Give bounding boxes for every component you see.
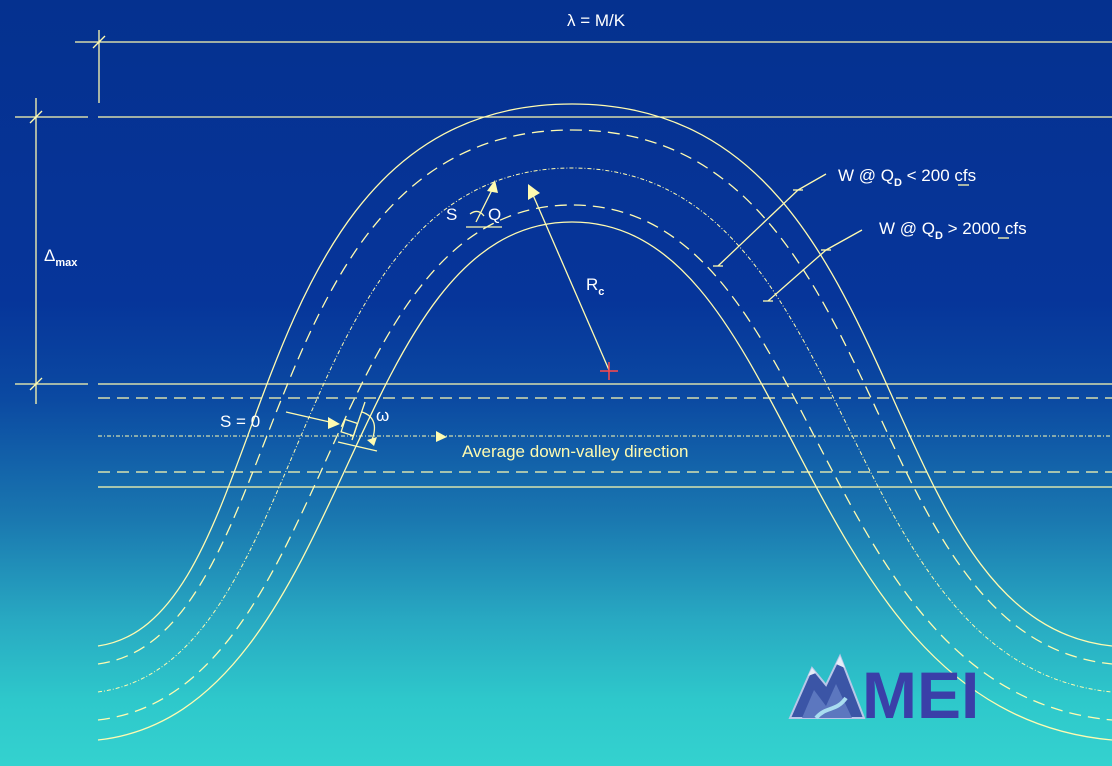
- wavelength-tick: [92, 35, 106, 49]
- s-zero-arrow-line: [285, 411, 335, 424]
- width-low-label: W @ QD < 200 cfs: [838, 166, 976, 189]
- width-high-label: W @ QD > 2000 cfs: [879, 219, 1027, 242]
- inner-bank-curve: [97, 221, 1112, 741]
- outer-dash-curve: [97, 129, 1112, 665]
- down-valley-label: Average down-valley direction: [462, 442, 688, 461]
- s-zero-label: S = 0: [220, 412, 260, 431]
- width-low-line: [717, 189, 799, 267]
- amplitude-tick-bottom: [29, 377, 43, 391]
- amplitude-tick-top: [29, 110, 43, 124]
- wavelength-label: λ = M/K: [567, 11, 626, 30]
- inner-dash-curve: [97, 204, 1112, 721]
- width-high-leader: [825, 229, 863, 251]
- meander-channel: [97, 103, 1112, 741]
- outer-bank-curve: [97, 103, 1112, 647]
- omega-arc-arrowhead: [367, 437, 377, 446]
- sq-s-label: S: [446, 205, 457, 224]
- cross-section-line: [337, 441, 378, 452]
- sq-arrow-line: [475, 185, 495, 223]
- mountain-river-logo-icon: [788, 653, 866, 720]
- radius-of-curvature: [528, 184, 618, 380]
- mei-logo: MEI: [788, 653, 979, 732]
- sq-arrowhead: [487, 180, 498, 193]
- amplitude-label: Δmax: [44, 246, 78, 269]
- s-zero-arrowhead: [328, 417, 340, 429]
- radius-line: [532, 194, 610, 371]
- omega-arc: [361, 411, 376, 441]
- labels: λ = M/K Δmax W @ QD < 200 cfs W @ QD > 2…: [44, 11, 1027, 461]
- down-valley-arrow-icon: [436, 431, 447, 442]
- omega-label: ω: [376, 406, 389, 425]
- sq-q-label: Q: [488, 205, 501, 224]
- inflection-indicator: [285, 401, 378, 452]
- radius-label: Rc: [586, 275, 604, 298]
- sinuosity-angle-indicator: [466, 180, 502, 228]
- width-high-line: [767, 249, 827, 302]
- width-low-leader: [797, 173, 827, 191]
- width-measurements: [713, 173, 863, 302]
- mei-logo-text: MEI: [862, 658, 979, 732]
- dimension-lines: [29, 30, 106, 404]
- radius-arrowhead: [528, 184, 540, 200]
- channel-centerline-curve: [97, 167, 1112, 693]
- right-angle-marker: [340, 418, 359, 437]
- sq-angle-arc: [469, 210, 485, 217]
